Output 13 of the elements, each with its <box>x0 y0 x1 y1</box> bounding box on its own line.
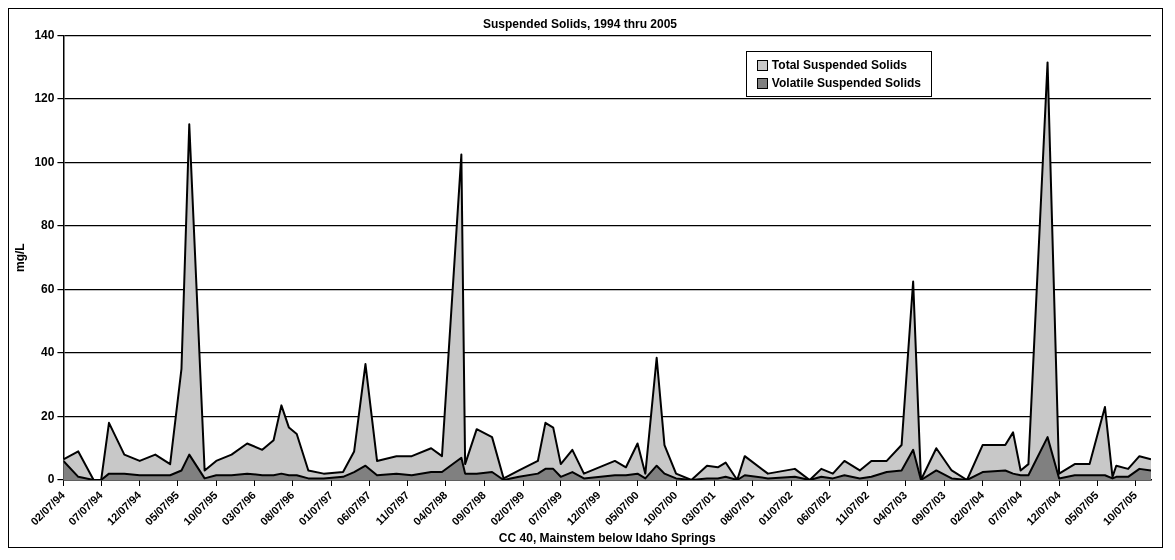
y-tick-label: 40 <box>41 345 55 360</box>
y-tick-label: 80 <box>41 218 55 233</box>
y-tick-label: 0 <box>47 472 55 487</box>
x-axis-title: CC 40, Mainstem below Idaho Springs <box>498 531 716 546</box>
y-axis-title: mg/L <box>12 243 27 273</box>
y-tick-label: 20 <box>41 408 55 423</box>
y-tick-label: 140 <box>34 27 55 42</box>
legend-label: Total Suspended Solids <box>771 57 907 74</box>
y-tick-label: 120 <box>34 91 55 106</box>
y-tick-label: 100 <box>34 154 55 169</box>
y-tick-label: 60 <box>41 281 55 296</box>
chart-title: Suspended Solids, 1994 thru 2005 <box>482 16 678 31</box>
legend-label: Volatile Suspended Solids <box>771 75 921 92</box>
